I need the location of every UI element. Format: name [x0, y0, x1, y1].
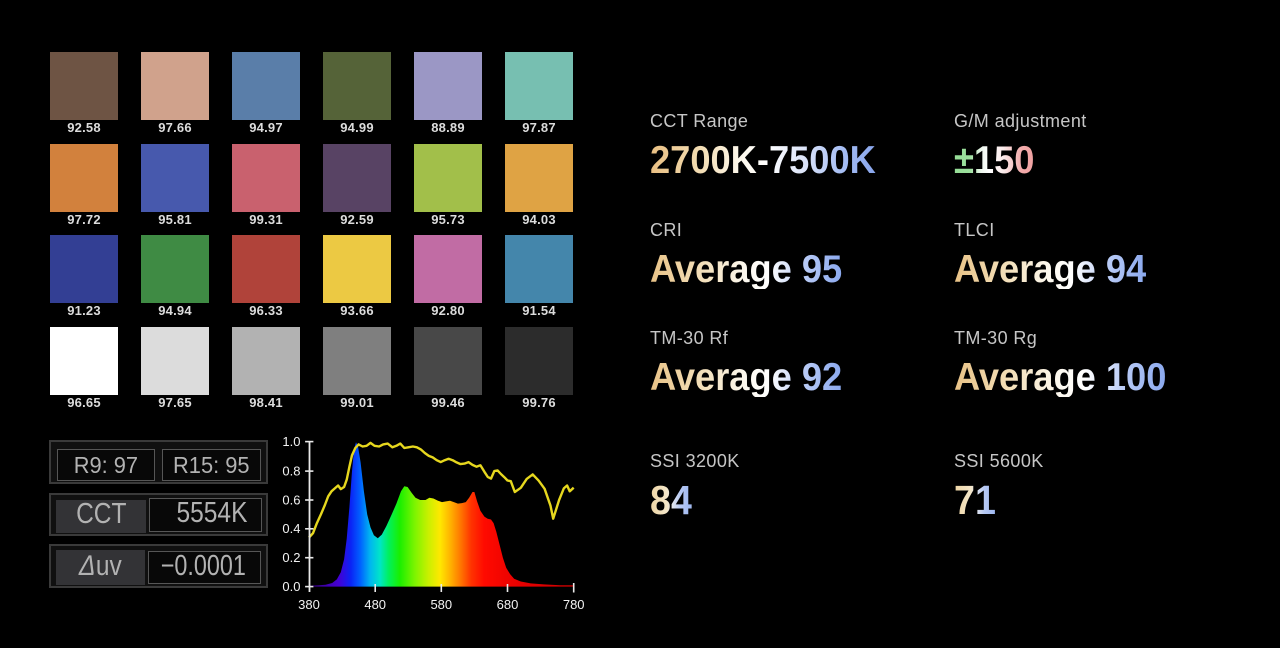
svg-text:0.4: 0.4 — [282, 521, 300, 536]
svg-text:0.0: 0.0 — [282, 579, 300, 594]
svg-text:0.8: 0.8 — [282, 463, 300, 478]
svg-text:680: 680 — [497, 597, 519, 612]
svg-text:380: 380 — [298, 597, 320, 612]
svg-text:480: 480 — [364, 597, 386, 612]
svg-text:0.2: 0.2 — [282, 550, 300, 565]
svg-text:780: 780 — [563, 597, 585, 612]
svg-text:0.6: 0.6 — [282, 492, 300, 507]
svg-text:580: 580 — [430, 597, 452, 612]
svg-text:1.0: 1.0 — [282, 434, 300, 449]
